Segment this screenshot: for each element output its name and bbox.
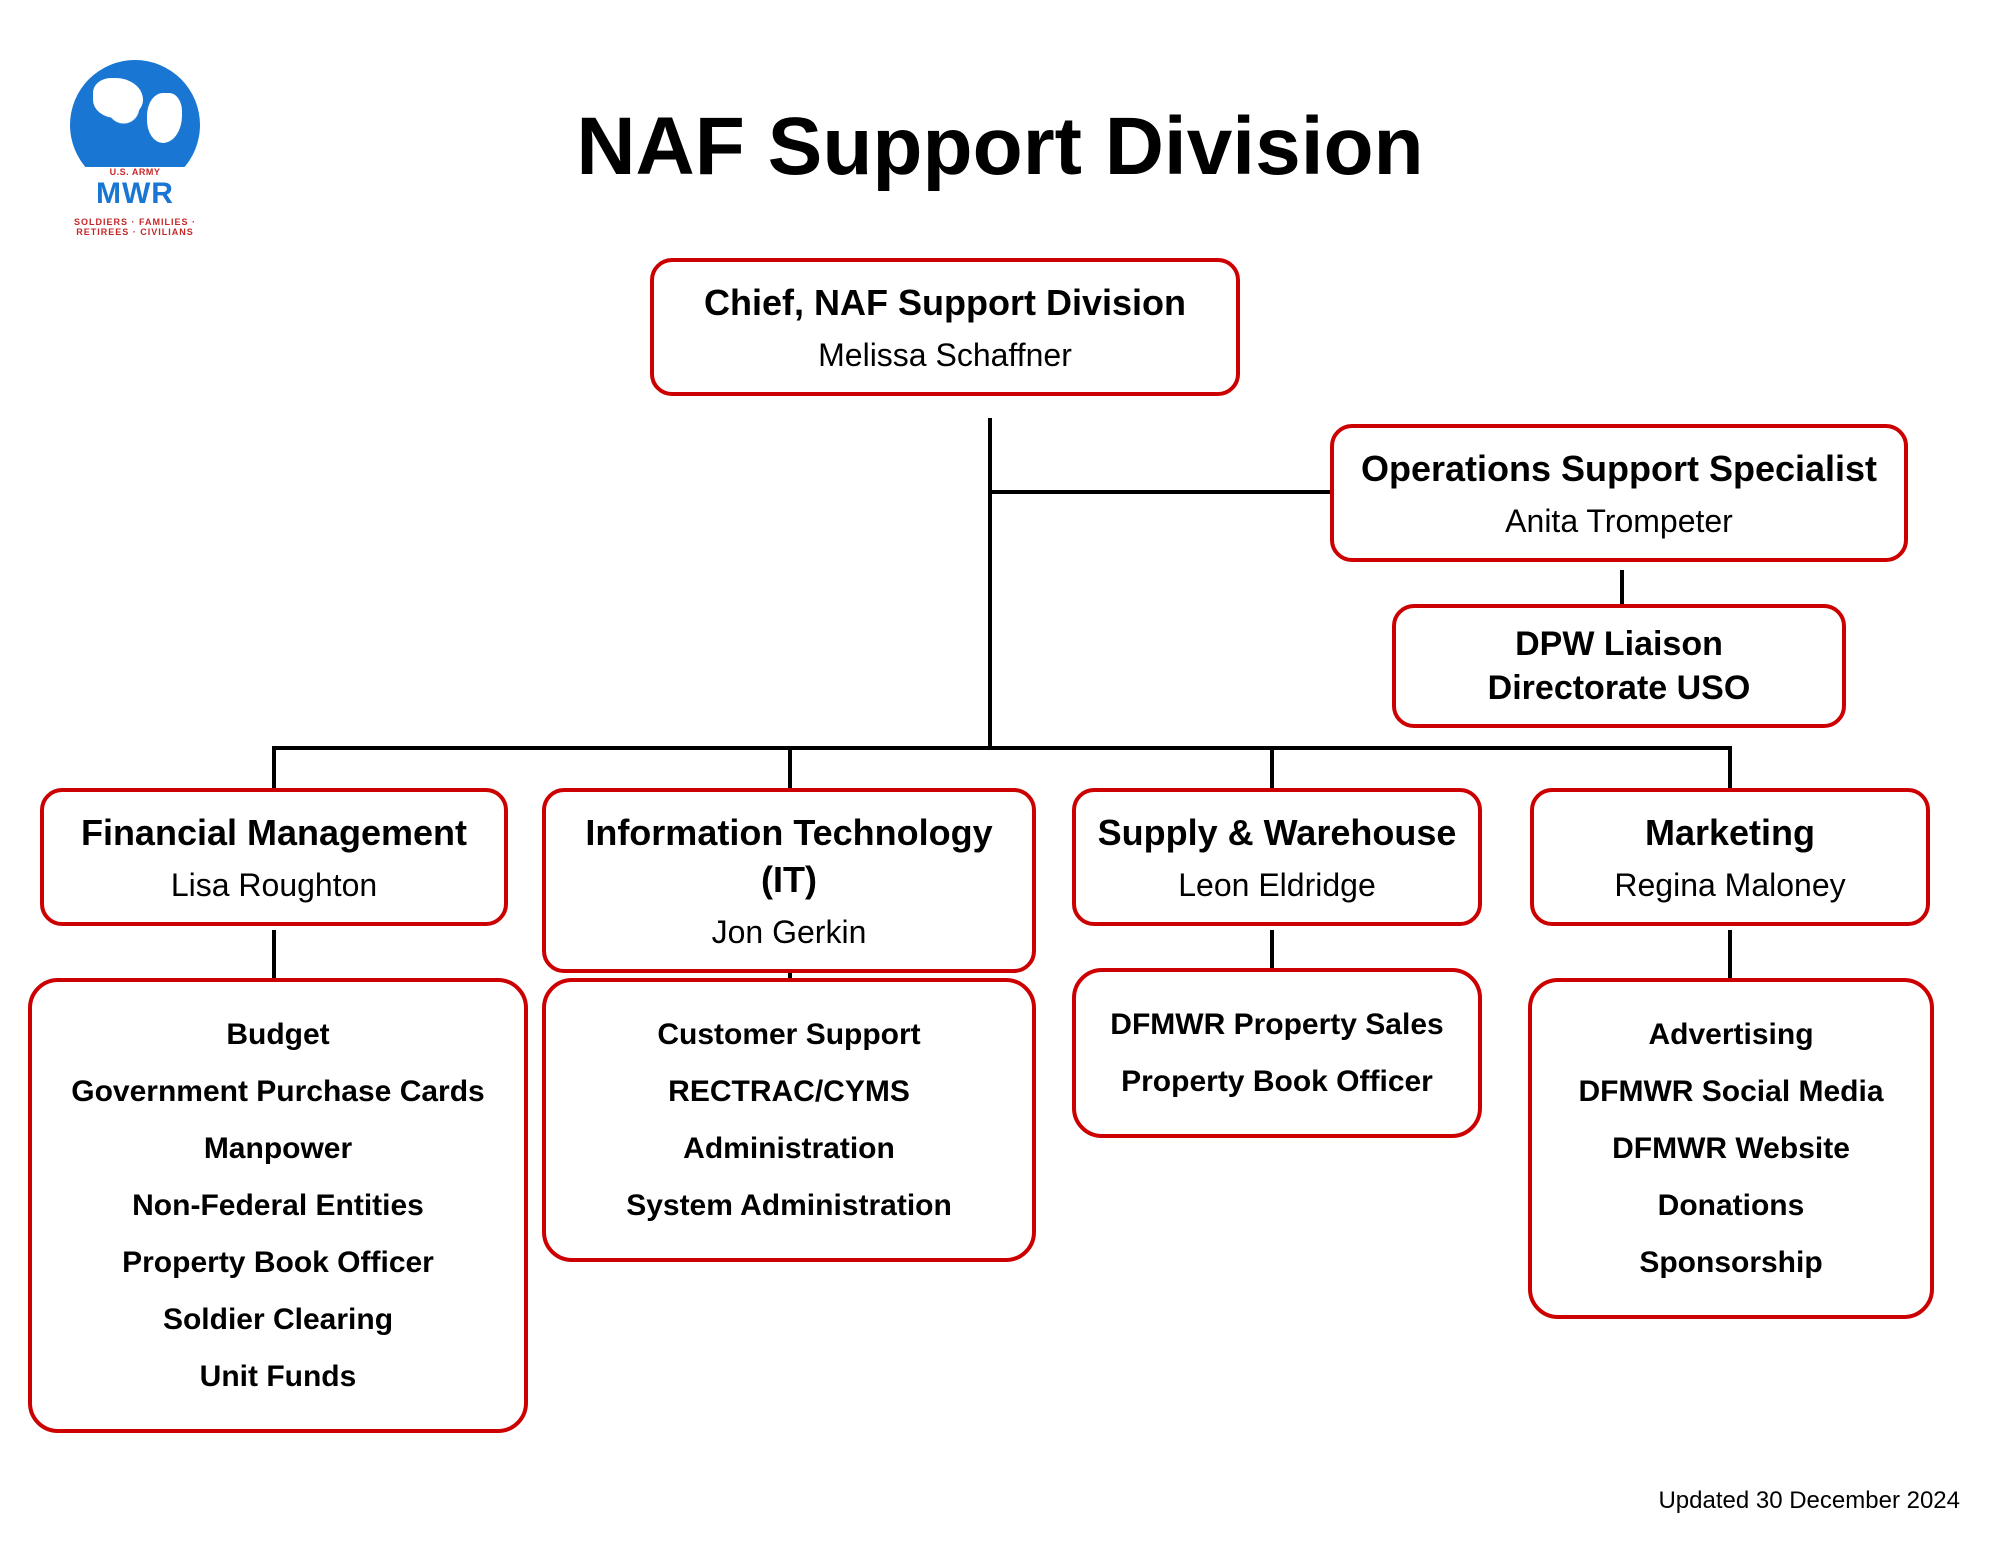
logo-org-main: MWR: [96, 177, 174, 210]
dept-title: Supply & Warehouse: [1096, 810, 1458, 857]
ops-specialist-box: Operations Support Specialist Anita Trom…: [1330, 424, 1908, 562]
chief-title: Chief, NAF Support Division: [674, 280, 1216, 327]
dept-financial-items: Budget Government Purchase Cards Manpowe…: [28, 978, 528, 1433]
dept-person: Jon Gerkin: [566, 914, 1012, 951]
page-title: NAF Support Division: [0, 100, 2000, 194]
connector-line: [272, 746, 1730, 750]
list-item: Unit Funds: [48, 1348, 508, 1405]
connector-line: [272, 930, 276, 980]
dept-it-items: Customer Support RECTRAC/CYMS Administra…: [542, 978, 1036, 1262]
dept-title: Information Technology (IT): [566, 810, 1012, 904]
connector-line: [988, 418, 992, 746]
dept-supply-items: DFMWR Property Sales Property Book Offic…: [1072, 968, 1482, 1138]
connector-line: [1270, 930, 1274, 970]
list-item: Soldier Clearing: [48, 1291, 508, 1348]
list-item: Donations: [1548, 1177, 1914, 1234]
list-item: Sponsorship: [1548, 1234, 1914, 1291]
list-item: RECTRAC/CYMS Administration: [562, 1063, 1016, 1177]
logo-text: U.S. ARMY MWR: [50, 167, 220, 211]
list-item: DFMWR Property Sales: [1092, 996, 1462, 1053]
dpw-line1: DPW Liaison: [1416, 622, 1822, 666]
list-item: System Administration: [562, 1177, 1016, 1234]
dpw-box: DPW Liaison Directorate USO: [1392, 604, 1846, 728]
connector-line: [988, 490, 1330, 494]
dept-marketing-items: Advertising DFMWR Social Media DFMWR Web…: [1528, 978, 1934, 1319]
connector-line: [1728, 930, 1732, 980]
list-item: DFMWR Website: [1548, 1120, 1914, 1177]
logo-ring-text: SOLDIERS · FAMILIES · RETIREES · CIVILIA…: [50, 217, 220, 237]
dept-title: Marketing: [1554, 810, 1906, 857]
dept-supply-box: Supply & Warehouse Leon Eldridge: [1072, 788, 1482, 926]
chief-box: Chief, NAF Support Division Melissa Scha…: [650, 258, 1240, 396]
dept-title: Financial Management: [64, 810, 484, 857]
list-item: DFMWR Social Media: [1548, 1063, 1914, 1120]
connector-line: [1728, 746, 1732, 788]
chief-person: Melissa Schaffner: [674, 337, 1216, 374]
dept-marketing-box: Marketing Regina Maloney: [1530, 788, 1930, 926]
logo-org-small: U.S. ARMY: [54, 167, 216, 177]
dept-person: Leon Eldridge: [1096, 867, 1458, 904]
dept-person: Lisa Roughton: [64, 867, 484, 904]
ops-specialist-person: Anita Trompeter: [1354, 503, 1884, 540]
updated-date: Updated 30 December 2024: [1658, 1487, 1960, 1515]
list-item: Property Book Officer: [48, 1234, 508, 1291]
connector-line: [1620, 570, 1624, 608]
connector-line: [272, 746, 276, 788]
list-item: Non-Federal Entities: [48, 1177, 508, 1234]
list-item: Customer Support: [562, 1006, 1016, 1063]
list-item: Manpower: [48, 1120, 508, 1177]
connector-line: [1270, 746, 1274, 788]
dept-it-box: Information Technology (IT) Jon Gerkin: [542, 788, 1036, 973]
connector-line: [788, 746, 792, 788]
list-item: Property Book Officer: [1092, 1053, 1462, 1110]
dept-financial-box: Financial Management Lisa Roughton: [40, 788, 508, 926]
dpw-line2: Directorate USO: [1416, 666, 1822, 710]
list-item: Government Purchase Cards: [48, 1063, 508, 1120]
list-item: Advertising: [1548, 1006, 1914, 1063]
list-item: Budget: [48, 1006, 508, 1063]
dept-person: Regina Maloney: [1554, 867, 1906, 904]
ops-specialist-title: Operations Support Specialist: [1354, 446, 1884, 493]
